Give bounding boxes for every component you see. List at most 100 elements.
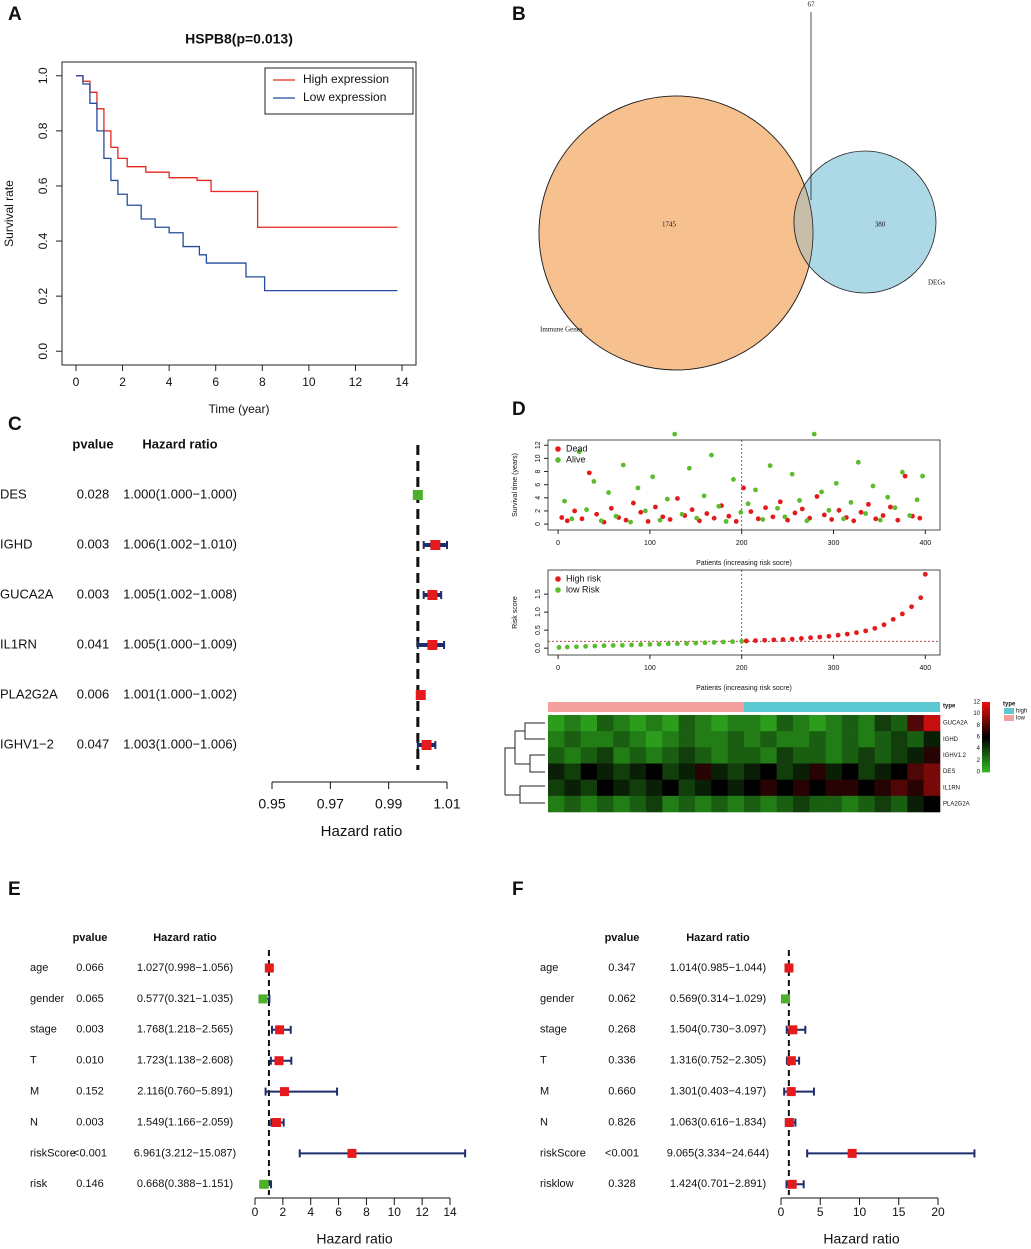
- point: [586, 470, 592, 476]
- colorbar-step: [982, 759, 990, 762]
- point: [922, 571, 928, 577]
- heatmap-cell: [678, 731, 696, 748]
- heatmap-cell: [597, 731, 614, 748]
- heatmap-cell: [760, 779, 777, 797]
- point: [711, 639, 717, 645]
- heatmap-cell: [678, 779, 696, 797]
- legend-swatch: [555, 587, 561, 593]
- x-tick-label: 200: [736, 665, 748, 672]
- point: [789, 471, 795, 477]
- heatmap-cell: [662, 795, 679, 813]
- heatmap-cell: [646, 795, 663, 813]
- point: [814, 494, 820, 499]
- point: [701, 493, 707, 499]
- heatmap-cell: [858, 763, 875, 780]
- colorbar-step: [982, 758, 990, 761]
- point: [711, 515, 717, 521]
- point: [797, 498, 802, 503]
- point: [716, 503, 722, 509]
- point: [619, 642, 625, 648]
- point: [667, 517, 673, 522]
- colorbar-step: [982, 710, 990, 713]
- heatmap-cell: [695, 747, 712, 764]
- heatmap-cell: [793, 715, 810, 732]
- column-header: Hazard ratio: [153, 932, 217, 944]
- heatmap-cell: [760, 747, 777, 764]
- heatmap-cell: [646, 779, 663, 797]
- point: [829, 517, 835, 522]
- point: [780, 637, 786, 642]
- heatmap-cell: [646, 747, 663, 764]
- panel-letter: E: [8, 879, 21, 900]
- x-tick-label: 0.97: [317, 796, 344, 812]
- row-label: GUCA2A: [0, 586, 54, 601]
- heatmap-cell: [858, 715, 875, 732]
- heatmap-cell: [842, 747, 859, 764]
- heatmap-cell: [858, 795, 875, 813]
- heatmap-cell: [662, 779, 679, 797]
- point: [899, 611, 905, 617]
- x-axis-label: Patients (increasing risk socre): [696, 685, 792, 692]
- heatmap-cell: [744, 763, 761, 780]
- heatmap-cell: [662, 763, 679, 780]
- x-tick-label: 5: [817, 1205, 824, 1219]
- point: [638, 642, 644, 647]
- heatmap-cell: [613, 779, 630, 797]
- row-label: IL1RN: [0, 636, 37, 651]
- point: [743, 638, 749, 644]
- heatmap-cell: [842, 715, 859, 732]
- legend-label: Dead: [566, 443, 588, 453]
- legend-label: low Risk: [566, 584, 600, 594]
- point: [877, 517, 883, 523]
- point: [880, 513, 886, 518]
- row-label: risklow: [540, 1178, 574, 1190]
- heatmap-cell: [809, 747, 826, 764]
- point: [775, 505, 780, 511]
- point: [598, 518, 604, 524]
- point: [653, 504, 658, 510]
- heatmap-cell: [727, 763, 745, 780]
- hazard-ratio-label: 1.003(1.000−1.006): [123, 736, 237, 751]
- x-tick-label: 0: [778, 1205, 785, 1219]
- y-tick-label: 1.0: [535, 607, 542, 617]
- heatmap-cell: [597, 715, 614, 732]
- heatmap-cell: [891, 795, 908, 813]
- heatmap-cell: [597, 795, 614, 813]
- heatmap-cell: [923, 731, 941, 748]
- point: [826, 507, 832, 513]
- point: [918, 595, 924, 601]
- heatmap-cell: [907, 763, 924, 780]
- heatmap-cell: [564, 779, 581, 797]
- heatmap-cell: [874, 731, 892, 748]
- row-label: N: [30, 1116, 38, 1128]
- y-tick-label: 0.8: [36, 122, 50, 139]
- heatmap-cell: [711, 795, 728, 813]
- point: [844, 631, 850, 637]
- point: [748, 509, 754, 515]
- x-tick-label: 4: [307, 1205, 314, 1219]
- x-tick-label: 200: [736, 540, 748, 547]
- x-tick-label: 400: [919, 665, 931, 672]
- row-label: IGHV1−2: [0, 736, 54, 751]
- heatmap-cell: [776, 731, 794, 748]
- x-axis-label: Patients (increasing risk socre): [696, 560, 792, 567]
- colorbar-step: [982, 716, 990, 719]
- y-axis-label: Survival rate: [2, 180, 16, 247]
- point: [689, 507, 695, 513]
- legend-swatch: [1004, 708, 1014, 714]
- point: [892, 505, 898, 511]
- point: [702, 640, 708, 646]
- heatmap-cell: [629, 779, 647, 797]
- row-label: PLA2G2A: [943, 801, 970, 807]
- heatmap-cell: [744, 715, 761, 732]
- hazard-ratio-marker: [787, 1179, 797, 1189]
- x-tick-label: 14: [395, 375, 409, 389]
- row-label: age: [30, 962, 48, 974]
- legend-swatch: [1004, 715, 1014, 721]
- set-label: DEGs: [928, 279, 945, 287]
- heatmap-cell: [809, 763, 826, 780]
- point: [899, 469, 905, 475]
- x-tick-label: 6: [335, 1205, 342, 1219]
- heatmap-cell: [907, 731, 924, 748]
- row-label: stage: [30, 1024, 57, 1036]
